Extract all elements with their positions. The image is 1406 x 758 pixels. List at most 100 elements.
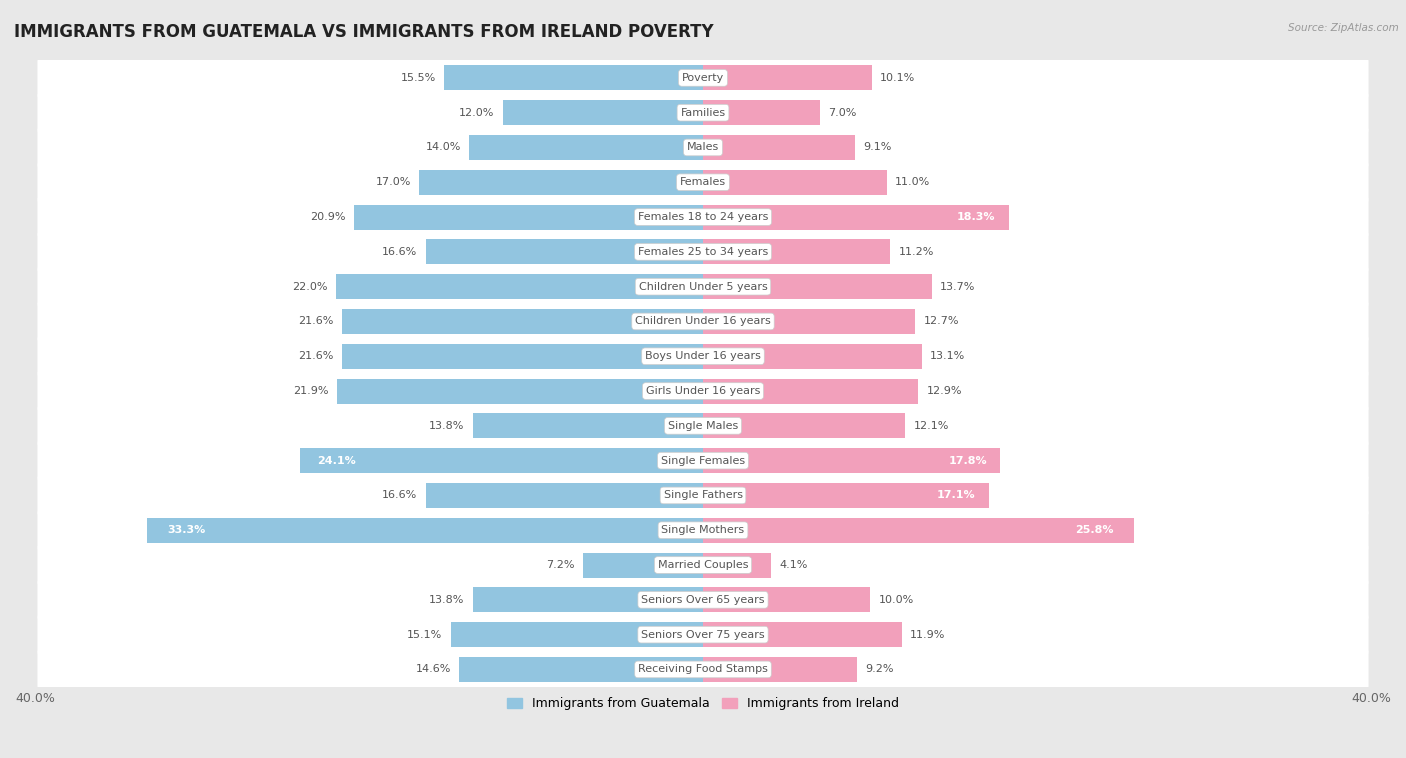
Text: 16.6%: 16.6% [382, 490, 418, 500]
Text: 21.6%: 21.6% [298, 316, 333, 327]
Bar [703, 240, 890, 265]
FancyBboxPatch shape [38, 405, 1368, 447]
Text: 7.2%: 7.2% [546, 560, 575, 570]
Text: 12.7%: 12.7% [924, 316, 959, 327]
Bar [419, 170, 703, 195]
FancyBboxPatch shape [38, 648, 1368, 691]
Bar [426, 240, 703, 265]
Legend: Immigrants from Guatemala, Immigrants from Ireland: Immigrants from Guatemala, Immigrants fr… [502, 692, 904, 715]
Text: 17.1%: 17.1% [936, 490, 976, 500]
Text: 14.6%: 14.6% [415, 665, 451, 675]
Bar [703, 135, 855, 160]
FancyBboxPatch shape [38, 335, 1368, 377]
Text: Females 25 to 34 years: Females 25 to 34 years [638, 247, 768, 257]
Bar [703, 622, 901, 647]
Bar [703, 483, 988, 508]
Text: 12.1%: 12.1% [914, 421, 949, 431]
Text: 25.8%: 25.8% [1076, 525, 1114, 535]
Text: 10.0%: 10.0% [879, 595, 914, 605]
Text: Seniors Over 65 years: Seniors Over 65 years [641, 595, 765, 605]
Bar [472, 413, 703, 438]
Bar [582, 553, 703, 578]
Bar [703, 343, 922, 369]
Text: 13.8%: 13.8% [429, 421, 464, 431]
Text: 13.1%: 13.1% [931, 351, 966, 362]
Bar [703, 205, 1008, 230]
Bar [146, 518, 703, 543]
Bar [451, 622, 703, 647]
Text: Single Fathers: Single Fathers [664, 490, 742, 500]
FancyBboxPatch shape [38, 230, 1368, 273]
Text: Girls Under 16 years: Girls Under 16 years [645, 386, 761, 396]
Text: 9.2%: 9.2% [865, 665, 893, 675]
Text: 21.6%: 21.6% [298, 351, 333, 362]
Bar [703, 170, 887, 195]
Text: 17.8%: 17.8% [948, 456, 987, 465]
Bar [703, 518, 1133, 543]
Bar [336, 274, 703, 299]
Text: Females 18 to 24 years: Females 18 to 24 years [638, 212, 768, 222]
Text: 33.3%: 33.3% [167, 525, 205, 535]
Text: 10.1%: 10.1% [880, 73, 915, 83]
Text: Single Females: Single Females [661, 456, 745, 465]
Text: Single Mothers: Single Mothers [661, 525, 745, 535]
Bar [342, 343, 703, 369]
Bar [342, 309, 703, 334]
FancyBboxPatch shape [38, 265, 1368, 308]
Text: Boys Under 16 years: Boys Under 16 years [645, 351, 761, 362]
FancyBboxPatch shape [38, 57, 1368, 99]
Bar [337, 378, 703, 403]
FancyBboxPatch shape [38, 475, 1368, 517]
Bar [470, 135, 703, 160]
Bar [703, 309, 915, 334]
Bar [354, 205, 703, 230]
Text: Poverty: Poverty [682, 73, 724, 83]
Text: Married Couples: Married Couples [658, 560, 748, 570]
Text: 14.0%: 14.0% [426, 143, 461, 152]
Text: Females: Females [681, 177, 725, 187]
Text: 15.1%: 15.1% [408, 630, 443, 640]
Text: 12.9%: 12.9% [927, 386, 962, 396]
Text: 17.0%: 17.0% [375, 177, 411, 187]
Bar [703, 413, 905, 438]
Text: 20.9%: 20.9% [311, 212, 346, 222]
Bar [472, 587, 703, 612]
Text: 7.0%: 7.0% [828, 108, 856, 117]
Text: Families: Families [681, 108, 725, 117]
Text: 9.1%: 9.1% [863, 143, 891, 152]
Text: Children Under 16 years: Children Under 16 years [636, 316, 770, 327]
Bar [703, 100, 820, 125]
Text: Seniors Over 75 years: Seniors Over 75 years [641, 630, 765, 640]
Text: 15.5%: 15.5% [401, 73, 436, 83]
Bar [444, 65, 703, 90]
Bar [703, 587, 870, 612]
Text: Males: Males [688, 143, 718, 152]
FancyBboxPatch shape [38, 578, 1368, 621]
Text: 11.0%: 11.0% [896, 177, 931, 187]
FancyBboxPatch shape [38, 509, 1368, 552]
FancyBboxPatch shape [38, 613, 1368, 656]
Text: Single Males: Single Males [668, 421, 738, 431]
Text: 22.0%: 22.0% [291, 282, 328, 292]
Text: 11.9%: 11.9% [910, 630, 945, 640]
FancyBboxPatch shape [38, 127, 1368, 169]
Bar [703, 448, 1000, 473]
Bar [502, 100, 703, 125]
Text: 21.9%: 21.9% [294, 386, 329, 396]
Text: Source: ZipAtlas.com: Source: ZipAtlas.com [1288, 23, 1399, 33]
Text: 24.1%: 24.1% [318, 456, 356, 465]
FancyBboxPatch shape [38, 161, 1368, 203]
Text: 18.3%: 18.3% [956, 212, 995, 222]
Text: IMMIGRANTS FROM GUATEMALA VS IMMIGRANTS FROM IRELAND POVERTY: IMMIGRANTS FROM GUATEMALA VS IMMIGRANTS … [14, 23, 714, 41]
Text: 4.1%: 4.1% [780, 560, 808, 570]
Bar [703, 65, 872, 90]
FancyBboxPatch shape [38, 370, 1368, 412]
Bar [703, 378, 918, 403]
Bar [460, 657, 703, 682]
FancyBboxPatch shape [38, 196, 1368, 238]
Text: Children Under 5 years: Children Under 5 years [638, 282, 768, 292]
Text: 13.7%: 13.7% [941, 282, 976, 292]
Bar [301, 448, 703, 473]
Text: 16.6%: 16.6% [382, 247, 418, 257]
Text: 13.8%: 13.8% [429, 595, 464, 605]
